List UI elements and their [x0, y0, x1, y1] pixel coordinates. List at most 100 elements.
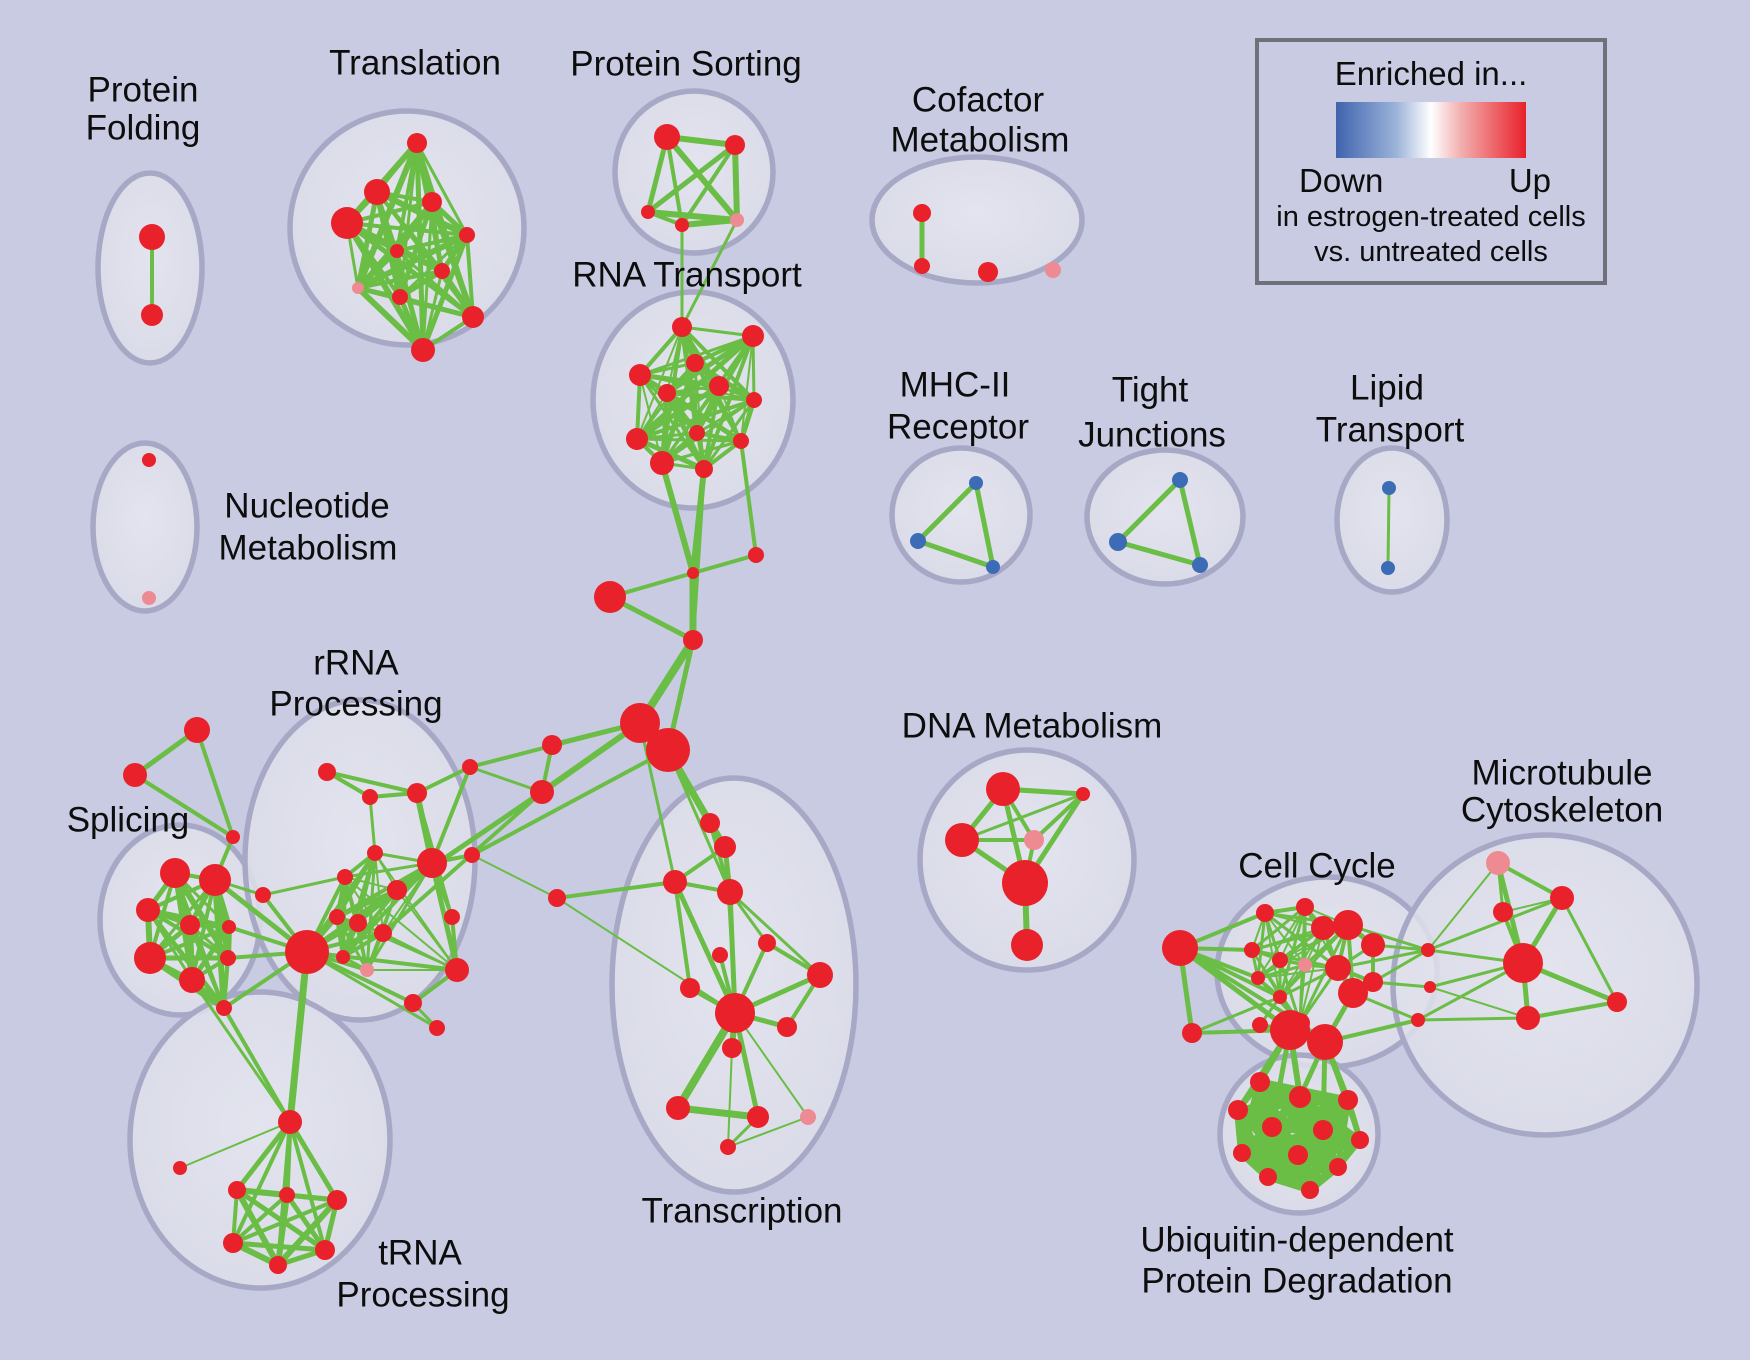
gene-set-node-r10 — [329, 909, 345, 925]
gene-set-node-tl9 — [392, 289, 408, 305]
gene-set-node-a1 — [184, 717, 210, 743]
edge-h1-x3 — [638, 721, 677, 884]
gene-set-node-rt4 — [686, 354, 704, 372]
edge-x2-x10 — [724, 846, 736, 1014]
edge-k10-k11 — [1256, 963, 1307, 980]
gene-set-node-b6 — [1313, 1120, 1333, 1140]
gene-set-node-x11 — [777, 1017, 797, 1037]
edge-s4-s5 — [679, 217, 740, 228]
edge-tl6-tl7 — [395, 249, 444, 273]
gene-set-node-p4 — [180, 915, 200, 935]
edge-tl9-tl10 — [398, 295, 475, 319]
cluster-label: Tight — [1112, 371, 1189, 410]
edge-h2-x5 — [666, 748, 732, 894]
gene-set-node-s2 — [725, 135, 745, 155]
cluster-label: Cell Cycle — [1238, 847, 1396, 886]
gene-set-node-k15 — [1363, 972, 1383, 992]
gene-set-node-x9 — [807, 962, 833, 988]
gene-set-node-q1 — [228, 1181, 246, 1199]
gene-set-node-k12 — [1273, 990, 1287, 1004]
edge-rt7-rt9 — [635, 398, 756, 441]
edge-tl4-tl10 — [344, 220, 476, 320]
cluster-label: Ubiquitin-dependent — [1140, 1221, 1454, 1260]
cluster-ellipse-nucleotide-metabolism — [90, 440, 200, 614]
gene-set-node-p7 — [179, 967, 205, 993]
gene-set-node-s4 — [675, 218, 689, 232]
edge-n3-n2 — [960, 792, 1085, 842]
gene-set-node-x14 — [747, 1106, 769, 1128]
gene-set-node-k6 — [1333, 910, 1363, 940]
gene-set-node-rt1 — [672, 317, 692, 337]
gene-set-node-r5 — [367, 845, 383, 861]
edge-rt12-c4 — [691, 467, 706, 642]
gene-set-node-n4 — [1024, 830, 1044, 850]
edge-tl6-tl8 — [355, 248, 400, 291]
edge-k15-mc1 — [1371, 948, 1430, 984]
gene-set-node-r12 — [374, 924, 392, 942]
gene-set-node-rt9 — [626, 428, 648, 450]
legend-axis-labels: Down Up — [1259, 158, 1603, 200]
edge-x10-x15 — [734, 1012, 809, 1118]
edge-mh2-mh3 — [915, 538, 996, 570]
gene-set-node-c4 — [683, 630, 703, 650]
edge-tl6-tl10 — [395, 249, 475, 319]
gene-set-node-b4 — [1228, 1100, 1248, 1120]
edge-hub-qh — [286, 948, 311, 1126]
edge-q3-q5 — [275, 1197, 340, 1268]
gene-set-node-x8 — [680, 978, 700, 998]
edge-s1-s4 — [665, 135, 684, 227]
gene-set-node-lp1 — [1382, 481, 1396, 495]
cluster-label: Nucleotide — [224, 487, 389, 526]
gene-set-node-r1 — [318, 763, 336, 781]
cluster-label: Cofactor — [912, 81, 1045, 120]
cluster-label: Folding — [86, 109, 201, 148]
edge-h2-r4 — [470, 748, 670, 857]
gene-set-node-u6 — [1516, 1006, 1540, 1030]
gene-set-node-c3 — [594, 581, 626, 613]
gene-set-node-b10 — [1329, 1158, 1347, 1176]
gene-set-node-tl4 — [331, 207, 363, 239]
gene-set-node-p6 — [134, 942, 166, 974]
gene-set-node-tj1 — [1172, 472, 1188, 488]
gene-set-node-x13 — [666, 1096, 690, 1120]
gene-set-node-x12 — [722, 1038, 742, 1058]
node-layer — [123, 124, 1627, 1274]
edge-tl1-tl8 — [355, 140, 420, 291]
cluster-label: MHC-II — [900, 366, 1011, 405]
gene-set-node-u3 — [1493, 902, 1513, 922]
edge-q1-q5 — [234, 1187, 281, 1268]
gene-set-node-r4 — [464, 847, 480, 863]
gene-set-node-rt8 — [689, 425, 705, 441]
edge-s2-s5 — [732, 142, 740, 223]
gene-set-node-r7 — [417, 848, 447, 878]
edge-x13-x14 — [674, 1104, 762, 1121]
edge-qh-q4 — [231, 1120, 292, 1245]
gene-set-node-x4 — [548, 889, 566, 907]
gene-set-node-k11 — [1251, 971, 1265, 985]
gene-set-node-cf4 — [1045, 262, 1061, 278]
gene-set-node-r17 — [429, 1020, 445, 1036]
cluster-label: Protein — [88, 71, 199, 110]
gene-set-node-hub — [285, 930, 329, 974]
gene-set-node-n6 — [1011, 929, 1043, 961]
edge-rt2-rt12 — [702, 334, 755, 471]
edge-lp1-lp2 — [1386, 486, 1391, 570]
gene-set-node-rt7 — [746, 392, 762, 408]
legend-down-label: Down — [1299, 162, 1384, 199]
gene-set-node-r13 — [336, 950, 350, 964]
edge-k4-k8 — [1250, 905, 1307, 952]
cluster-ellipse-mhc-ii-receptor — [889, 445, 1033, 585]
edge-r8-r15 — [396, 889, 458, 971]
gene-set-node-h2 — [646, 728, 690, 772]
gene-set-node-a2 — [123, 763, 147, 787]
cluster-ellipse-tight-junctions — [1084, 447, 1246, 587]
gene-set-node-k14 — [1338, 978, 1368, 1008]
gene-set-node-s1 — [654, 124, 680, 150]
gene-set-node-r6 — [337, 869, 353, 885]
gene-set-node-cf2 — [914, 258, 930, 274]
edge-qh-qi — [179, 1121, 291, 1169]
gene-set-node-x3 — [663, 870, 687, 894]
edge-n2-n4 — [1032, 792, 1085, 842]
cluster-label: Lipid — [1350, 369, 1424, 408]
gene-set-node-lp2 — [1381, 561, 1395, 575]
